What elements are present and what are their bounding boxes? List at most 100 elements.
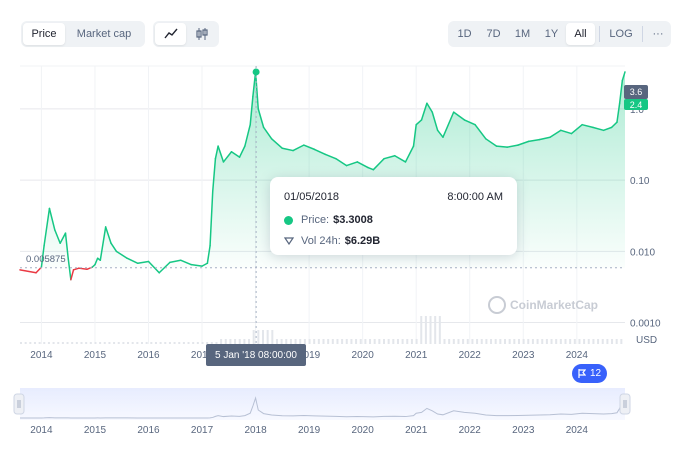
price-lines <box>19 71 626 281</box>
volume-bar <box>541 339 544 344</box>
price-line-segment <box>538 136 551 141</box>
price-dot-icon <box>284 215 293 225</box>
volume-bar <box>271 330 274 344</box>
volume-bar <box>313 339 316 344</box>
volume-bar <box>308 339 311 344</box>
time-range-toggle: 1D 7D 1M 1Y All LOG ··· <box>448 21 671 47</box>
y-tick-label: 0.10 <box>630 176 650 187</box>
navigator-tick-label: 2018 <box>244 425 267 436</box>
volume-bar <box>210 342 213 344</box>
flag-icon <box>578 369 586 378</box>
volume-bar <box>57 342 60 344</box>
log-scale-button[interactable]: LOG <box>609 28 633 40</box>
volume-bar <box>117 342 120 344</box>
coinmarketcap-logo-icon <box>488 296 506 314</box>
price-line-segment <box>59 232 67 244</box>
navigator-tick-label: 2020 <box>352 425 375 436</box>
volume-bar <box>336 339 339 344</box>
volume-bar <box>141 342 143 344</box>
price-line-segment <box>64 232 69 259</box>
price-line-segment <box>618 79 624 104</box>
price-line-segment <box>94 257 99 266</box>
volume-bar <box>536 339 539 344</box>
volume-bar <box>252 330 255 344</box>
price-line-segment <box>209 190 214 247</box>
volume-bar <box>466 339 469 344</box>
volume-bar <box>131 342 134 344</box>
price-line-segment <box>104 226 112 244</box>
volume-bar <box>275 339 278 344</box>
navigator-x-axis: 2014 2015 2016 2017 2018 2019 2020 2021 2022 2023… <box>30 425 588 436</box>
range-7d-button[interactable]: 7D <box>486 28 501 40</box>
volume-bar <box>396 339 399 344</box>
price-line-segment <box>345 161 359 167</box>
range-1m-button[interactable]: 1M <box>514 28 531 40</box>
range-all-button[interactable]: All <box>566 23 595 45</box>
price-line-segment <box>394 154 407 163</box>
volume-bar <box>494 339 497 344</box>
range-1y-button[interactable]: 1Y <box>544 28 559 40</box>
volume-bar <box>457 339 460 344</box>
line-chart-button[interactable] <box>155 23 186 45</box>
market-cap-button[interactable]: Market cap <box>76 28 132 40</box>
price-line-segment <box>147 260 160 274</box>
range-1d-button[interactable]: 1D <box>457 28 472 40</box>
price-button[interactable]: Price <box>23 23 65 45</box>
more-options-button[interactable]: ··· <box>652 28 664 40</box>
toolbar-divider <box>642 26 643 42</box>
volume-bar <box>471 339 474 344</box>
volume-bar <box>168 342 171 344</box>
navigator-handle-right[interactable] <box>619 393 631 415</box>
volume-bar <box>345 339 348 344</box>
volume-bar <box>317 339 320 344</box>
volume-bar <box>592 339 595 344</box>
volume-bar <box>508 339 511 344</box>
navigator-handle-left[interactable] <box>13 393 25 415</box>
price-line-segment <box>222 151 233 163</box>
volume-bar <box>331 339 334 344</box>
volume-bar <box>303 339 306 344</box>
volume-bar <box>434 316 437 344</box>
volume-bar <box>415 339 418 344</box>
volume-bar <box>206 342 209 344</box>
price-line-segment <box>549 129 562 138</box>
volume-bar <box>476 339 479 344</box>
navigator-tick-label: 2022 <box>459 425 482 436</box>
price-line-segment <box>431 111 439 132</box>
range-navigator[interactable] <box>20 388 625 420</box>
volume-bar <box>350 339 353 344</box>
price-line-segment <box>303 144 316 151</box>
volume-bar <box>24 342 27 344</box>
volume-bar <box>364 339 367 344</box>
price-line-segment <box>99 226 107 261</box>
volume-bar <box>238 339 241 344</box>
volume-bar <box>285 339 288 344</box>
candlestick-button[interactable] <box>186 23 217 45</box>
volume-bar <box>38 342 41 344</box>
volume-bar <box>89 342 92 344</box>
volume-bar <box>178 342 181 344</box>
price-line-segment <box>190 263 203 267</box>
volume-bar <box>383 339 385 344</box>
price-line-segment <box>527 138 541 143</box>
x-tick-label: 2017 <box>191 350 214 361</box>
volume-bar <box>257 330 260 344</box>
volume-bar <box>569 339 572 344</box>
volume-bar <box>373 339 376 344</box>
price-line-segment <box>257 108 265 129</box>
price-tooltip: 01/05/2018 8:00:00 AM Price: $3.3008 Vol… <box>270 177 517 255</box>
price-line-segment <box>201 262 209 267</box>
price-line-segment <box>463 119 476 126</box>
volume-bar <box>490 339 493 344</box>
price-line-segment <box>40 244 45 268</box>
price-line-segment <box>560 129 573 135</box>
volume-bar <box>192 342 195 344</box>
volume-bar <box>601 339 604 344</box>
volume-bar <box>75 342 78 344</box>
events-flag-button[interactable]: 12 <box>572 364 607 383</box>
volume-bar <box>401 339 404 344</box>
price-line-segment <box>367 166 375 171</box>
volume-bar <box>47 342 50 344</box>
volume-bar <box>424 316 427 344</box>
chart-style-toggle <box>153 21 219 47</box>
